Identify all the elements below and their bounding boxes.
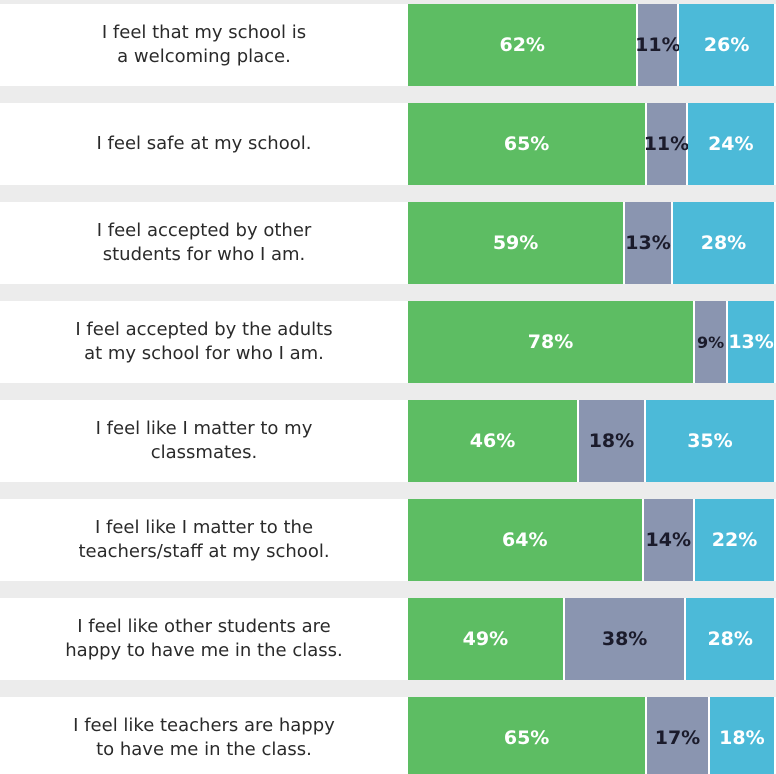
bar-segment: 24% (687, 103, 776, 185)
value-label: 65% (503, 727, 550, 749)
bar-segment: 28% (672, 202, 776, 284)
bar-segment: 17% (647, 697, 710, 774)
bar-segment: 62% (408, 4, 639, 86)
row-label: I feel like I matter to my classmates. (0, 400, 408, 482)
bar-segment: 65% (408, 697, 648, 774)
row-label: I feel like I matter to the teachers/sta… (0, 499, 408, 581)
value-label: 13% (728, 331, 774, 353)
value-label: 18% (588, 430, 635, 452)
row-label: I feel like teachers are happy to have m… (0, 697, 408, 774)
bar-segment: 13% (625, 202, 673, 284)
bar-segment: 18% (578, 400, 646, 482)
bar-segment: 14% (643, 499, 696, 581)
bar-segment: 46% (408, 400, 579, 482)
bar-segment: 26% (679, 4, 776, 86)
value-label: 11% (635, 34, 681, 56)
row-label: I feel that my school is a welcoming pla… (0, 4, 408, 86)
value-label: 26% (703, 34, 750, 56)
value-label: 11% (643, 133, 690, 155)
value-label: 18% (719, 727, 765, 749)
value-label: 14% (645, 529, 692, 551)
value-label: 78% (527, 331, 574, 353)
value-label: 64% (502, 529, 548, 551)
value-label: 28% (700, 232, 747, 254)
bar-segment: 78% (408, 301, 696, 383)
value-label: 17% (654, 727, 701, 749)
bar-segment: 49% (408, 598, 565, 680)
row-label: I feel like other students are happy to … (0, 598, 408, 680)
bar-segment: 13% (728, 301, 776, 383)
value-label: 65% (503, 133, 550, 155)
value-label: 59% (492, 232, 539, 254)
value-label: 38% (601, 628, 648, 650)
value-label: 62% (499, 34, 545, 56)
value-label: 24% (708, 133, 754, 155)
value-label: 9% (697, 332, 725, 352)
value-label: 49% (462, 628, 509, 650)
bar-segment: 18% (709, 697, 776, 774)
bar-segment: 35% (645, 400, 776, 482)
bar-segment: 9% (695, 301, 729, 383)
row-label: I feel accepted by other students for wh… (0, 202, 408, 284)
bar-segment: 65% (408, 103, 648, 185)
bar-segment: 59% (408, 202, 626, 284)
bar-segment: 22% (695, 499, 776, 581)
bar-segment: 11% (643, 103, 690, 185)
bar-segment: 28% (686, 598, 776, 680)
row-label: I feel safe at my school. (0, 103, 408, 185)
value-label: 46% (469, 430, 516, 452)
value-label: 28% (707, 628, 753, 650)
bar-segment: 64% (408, 499, 644, 581)
bar-segment: 11% (635, 4, 681, 86)
value-label: 13% (625, 232, 671, 254)
bar-segment: 38% (564, 598, 687, 680)
value-label: 35% (687, 430, 733, 452)
value-label: 22% (711, 529, 758, 551)
row-label: I feel accepted by the adults at my scho… (0, 301, 408, 383)
